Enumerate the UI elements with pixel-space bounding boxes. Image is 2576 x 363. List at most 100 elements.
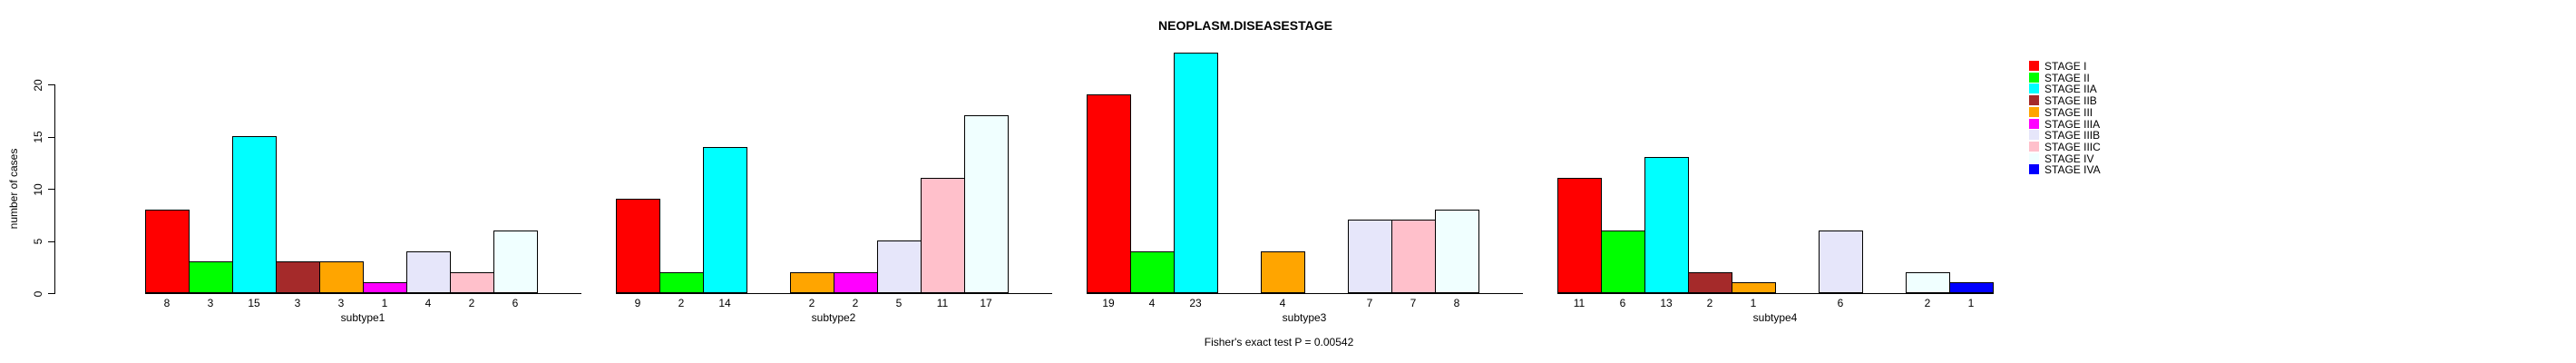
legend-label: STAGE IIIC bbox=[2044, 140, 2101, 153]
bar-value-label: 1 bbox=[1750, 297, 1757, 309]
group-label-subtype3: subtype3 bbox=[1282, 311, 1327, 324]
bar-subtype4-stage-iia bbox=[1644, 157, 1689, 293]
y-tick-mark bbox=[48, 240, 54, 242]
legend-label: STAGE IIB bbox=[2044, 94, 2097, 108]
bar-subtype4-stage-iva bbox=[1949, 282, 1994, 293]
legend-label: STAGE III bbox=[2044, 105, 2093, 119]
bar-value-label: 13 bbox=[1660, 297, 1673, 309]
bar-subtype4-stage-i bbox=[1557, 178, 1602, 293]
bar-value-label: 5 bbox=[895, 297, 903, 309]
bar-value-label: 9 bbox=[634, 297, 641, 309]
bar-value-label: 11 bbox=[1573, 297, 1586, 309]
legend-swatch-stage-iiia bbox=[2029, 118, 2039, 129]
bar-subtype2-stage-iii bbox=[790, 272, 834, 293]
y-tick-label: 15 bbox=[32, 131, 44, 143]
group-label-subtype2: subtype2 bbox=[811, 311, 856, 324]
bar-value-label: 23 bbox=[1189, 297, 1202, 309]
y-tick-label: 20 bbox=[32, 78, 44, 92]
bar-subtype2-stage-ii bbox=[659, 272, 704, 293]
bar-value-label: 4 bbox=[1279, 297, 1286, 309]
bar-subtype4-stage-iib bbox=[1688, 272, 1732, 293]
bar-subtype1-stage-iiia bbox=[363, 282, 407, 293]
bar-subtype1-stage-iii bbox=[319, 261, 364, 293]
y-tick-label: 5 bbox=[32, 238, 44, 245]
legend-label: STAGE IIIA bbox=[2044, 117, 2101, 131]
group-label-subtype4: subtype4 bbox=[1752, 311, 1798, 324]
legend-swatch-stage-ii bbox=[2029, 72, 2039, 83]
bar-value-label: 8 bbox=[163, 297, 171, 309]
bar-subtype2-stage-iiia bbox=[834, 272, 878, 293]
bar-value-label: 3 bbox=[337, 297, 345, 309]
bar-value-label: 2 bbox=[852, 297, 859, 309]
bar-subtype1-stage-iiic bbox=[450, 272, 494, 293]
legend-label: STAGE II bbox=[2044, 71, 2090, 84]
x-axis-line bbox=[616, 293, 1052, 294]
bar-subtype1-stage-ii bbox=[189, 261, 233, 293]
bar-value-label: 3 bbox=[294, 297, 301, 309]
bar-value-label: 14 bbox=[718, 297, 731, 309]
bar-value-label: 1 bbox=[1967, 297, 1975, 309]
bar-value-label: 4 bbox=[424, 297, 432, 309]
bar-value-label: 6 bbox=[512, 297, 519, 309]
x-axis-line bbox=[1087, 293, 1523, 294]
bar-subtype4-stage-iv bbox=[1906, 272, 1950, 293]
bar-subtype2-stage-iiib bbox=[877, 240, 922, 293]
bar-subtype4-stage-ii bbox=[1601, 231, 1645, 293]
bar-value-label: 4 bbox=[1148, 297, 1156, 309]
bar-subtype3-stage-ii bbox=[1130, 251, 1175, 293]
bar-value-label: 3 bbox=[207, 297, 214, 309]
bar-value-label: 7 bbox=[1366, 297, 1373, 309]
bar-subtype2-stage-iiic bbox=[921, 178, 965, 293]
legend-swatch-stage-iva bbox=[2029, 164, 2039, 175]
bar-value-label: 7 bbox=[1410, 297, 1417, 309]
y-tick-mark bbox=[48, 136, 54, 138]
bar-value-label: 8 bbox=[1453, 297, 1460, 309]
group-label-subtype1: subtype1 bbox=[340, 311, 385, 324]
legend-swatch-stage-iib bbox=[2029, 95, 2039, 106]
bar-value-label: 19 bbox=[1102, 297, 1115, 309]
x-axis-line bbox=[145, 293, 581, 294]
bar-value-label: 15 bbox=[248, 297, 260, 309]
x-axis-line bbox=[1557, 293, 1994, 294]
bar-subtype3-stage-iv bbox=[1435, 210, 1479, 293]
y-axis-line bbox=[54, 84, 55, 294]
y-tick-mark bbox=[48, 189, 54, 190]
legend-label: STAGE IIIB bbox=[2044, 129, 2101, 142]
chart-title: NEOPLASM.DISEASESTAGE bbox=[1158, 18, 1332, 33]
bar-value-label: 2 bbox=[678, 297, 685, 309]
bar-value-label: 6 bbox=[1837, 297, 1844, 309]
legend-swatch-stage-iia bbox=[2029, 83, 2039, 94]
legend-swatch-stage-i bbox=[2029, 61, 2039, 71]
bar-value-label: 2 bbox=[1924, 297, 1931, 309]
bar-value-label: 11 bbox=[936, 297, 949, 309]
bar-subtype4-stage-iii bbox=[1732, 282, 1776, 293]
bar-subtype1-stage-iiib bbox=[406, 251, 451, 293]
y-tick-mark bbox=[48, 84, 54, 85]
y-tick-label: 10 bbox=[32, 182, 44, 196]
legend-swatch-stage-iii bbox=[2029, 106, 2039, 117]
y-axis-label: number of cases bbox=[7, 148, 20, 230]
bar-subtype4-stage-iiib bbox=[1819, 231, 1863, 293]
bar-value-label: 17 bbox=[980, 297, 992, 309]
bar-subtype2-stage-iv bbox=[964, 115, 1009, 293]
bar-value-label: 2 bbox=[468, 297, 475, 309]
bar-subtype2-stage-iia bbox=[703, 147, 747, 293]
legend-swatch-stage-iv bbox=[2029, 152, 2039, 163]
bar-subtype3-stage-i bbox=[1087, 94, 1131, 293]
bar-subtype1-stage-iib bbox=[276, 261, 320, 293]
legend-swatch-stage-iiib bbox=[2029, 130, 2039, 141]
legend-label: STAGE I bbox=[2044, 60, 2087, 73]
legend-swatch-stage-iiic bbox=[2029, 141, 2039, 152]
footer-pvalue: Fisher's exact test P = 0.00542 bbox=[1204, 336, 1354, 348]
bar-subtype1-stage-iv bbox=[493, 231, 538, 293]
bar-value-label: 2 bbox=[1706, 297, 1713, 309]
bar-subtype3-stage-iiib bbox=[1348, 220, 1392, 293]
y-tick-mark bbox=[48, 293, 54, 294]
bar-subtype3-stage-iiic bbox=[1391, 220, 1436, 293]
y-tick-label: 0 bbox=[32, 290, 44, 297]
legend-label: STAGE IIA bbox=[2044, 83, 2097, 96]
bar-value-label: 6 bbox=[1619, 297, 1626, 309]
bar-subtype3-stage-iii bbox=[1261, 251, 1305, 293]
bar-subtype1-stage-iia bbox=[232, 136, 277, 293]
